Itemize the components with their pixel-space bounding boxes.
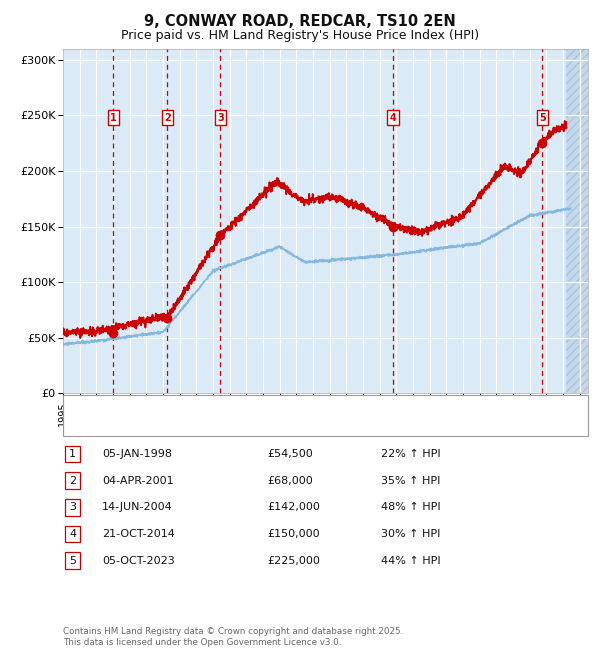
Text: 9, CONWAY ROAD, REDCAR, TS10 2EN (semi-detached house): 9, CONWAY ROAD, REDCAR, TS10 2EN (semi-d… xyxy=(107,402,416,411)
Text: Contains HM Land Registry data © Crown copyright and database right 2025.
This d: Contains HM Land Registry data © Crown c… xyxy=(63,627,403,647)
Text: 2: 2 xyxy=(69,476,76,486)
Text: 1: 1 xyxy=(110,112,117,123)
Text: £142,000: £142,000 xyxy=(267,502,320,512)
Text: 05-JAN-1998: 05-JAN-1998 xyxy=(102,449,172,459)
Text: 3: 3 xyxy=(69,502,76,512)
Text: 04-APR-2001: 04-APR-2001 xyxy=(102,476,173,486)
Text: 9, CONWAY ROAD, REDCAR, TS10 2EN: 9, CONWAY ROAD, REDCAR, TS10 2EN xyxy=(144,14,456,29)
Text: HPI: Average price, semi-detached house, Redcar and Cleveland: HPI: Average price, semi-detached house,… xyxy=(107,419,428,429)
Text: 35% ↑ HPI: 35% ↑ HPI xyxy=(381,476,440,486)
Text: 4: 4 xyxy=(69,529,76,539)
Text: 14-JUN-2004: 14-JUN-2004 xyxy=(102,502,173,512)
Text: 5: 5 xyxy=(539,112,546,123)
Text: 2: 2 xyxy=(164,112,171,123)
Text: £225,000: £225,000 xyxy=(267,556,320,566)
Bar xyxy=(566,49,588,393)
Text: 05-OCT-2023: 05-OCT-2023 xyxy=(102,556,175,566)
Text: 5: 5 xyxy=(69,556,76,566)
Text: ——: —— xyxy=(74,418,99,431)
Text: 22% ↑ HPI: 22% ↑ HPI xyxy=(381,449,440,459)
Text: £150,000: £150,000 xyxy=(267,529,320,539)
Text: ——: —— xyxy=(74,400,98,413)
Text: 30% ↑ HPI: 30% ↑ HPI xyxy=(381,529,440,539)
Text: Price paid vs. HM Land Registry's House Price Index (HPI): Price paid vs. HM Land Registry's House … xyxy=(121,29,479,42)
Text: 1: 1 xyxy=(69,449,76,459)
Text: £54,500: £54,500 xyxy=(267,449,313,459)
Text: 3: 3 xyxy=(217,112,224,123)
Bar xyxy=(566,49,588,393)
Text: 4: 4 xyxy=(390,112,397,123)
Text: 48% ↑ HPI: 48% ↑ HPI xyxy=(381,502,440,512)
Text: £68,000: £68,000 xyxy=(267,476,313,486)
Text: 21-OCT-2014: 21-OCT-2014 xyxy=(102,529,175,539)
Text: 44% ↑ HPI: 44% ↑ HPI xyxy=(381,556,440,566)
